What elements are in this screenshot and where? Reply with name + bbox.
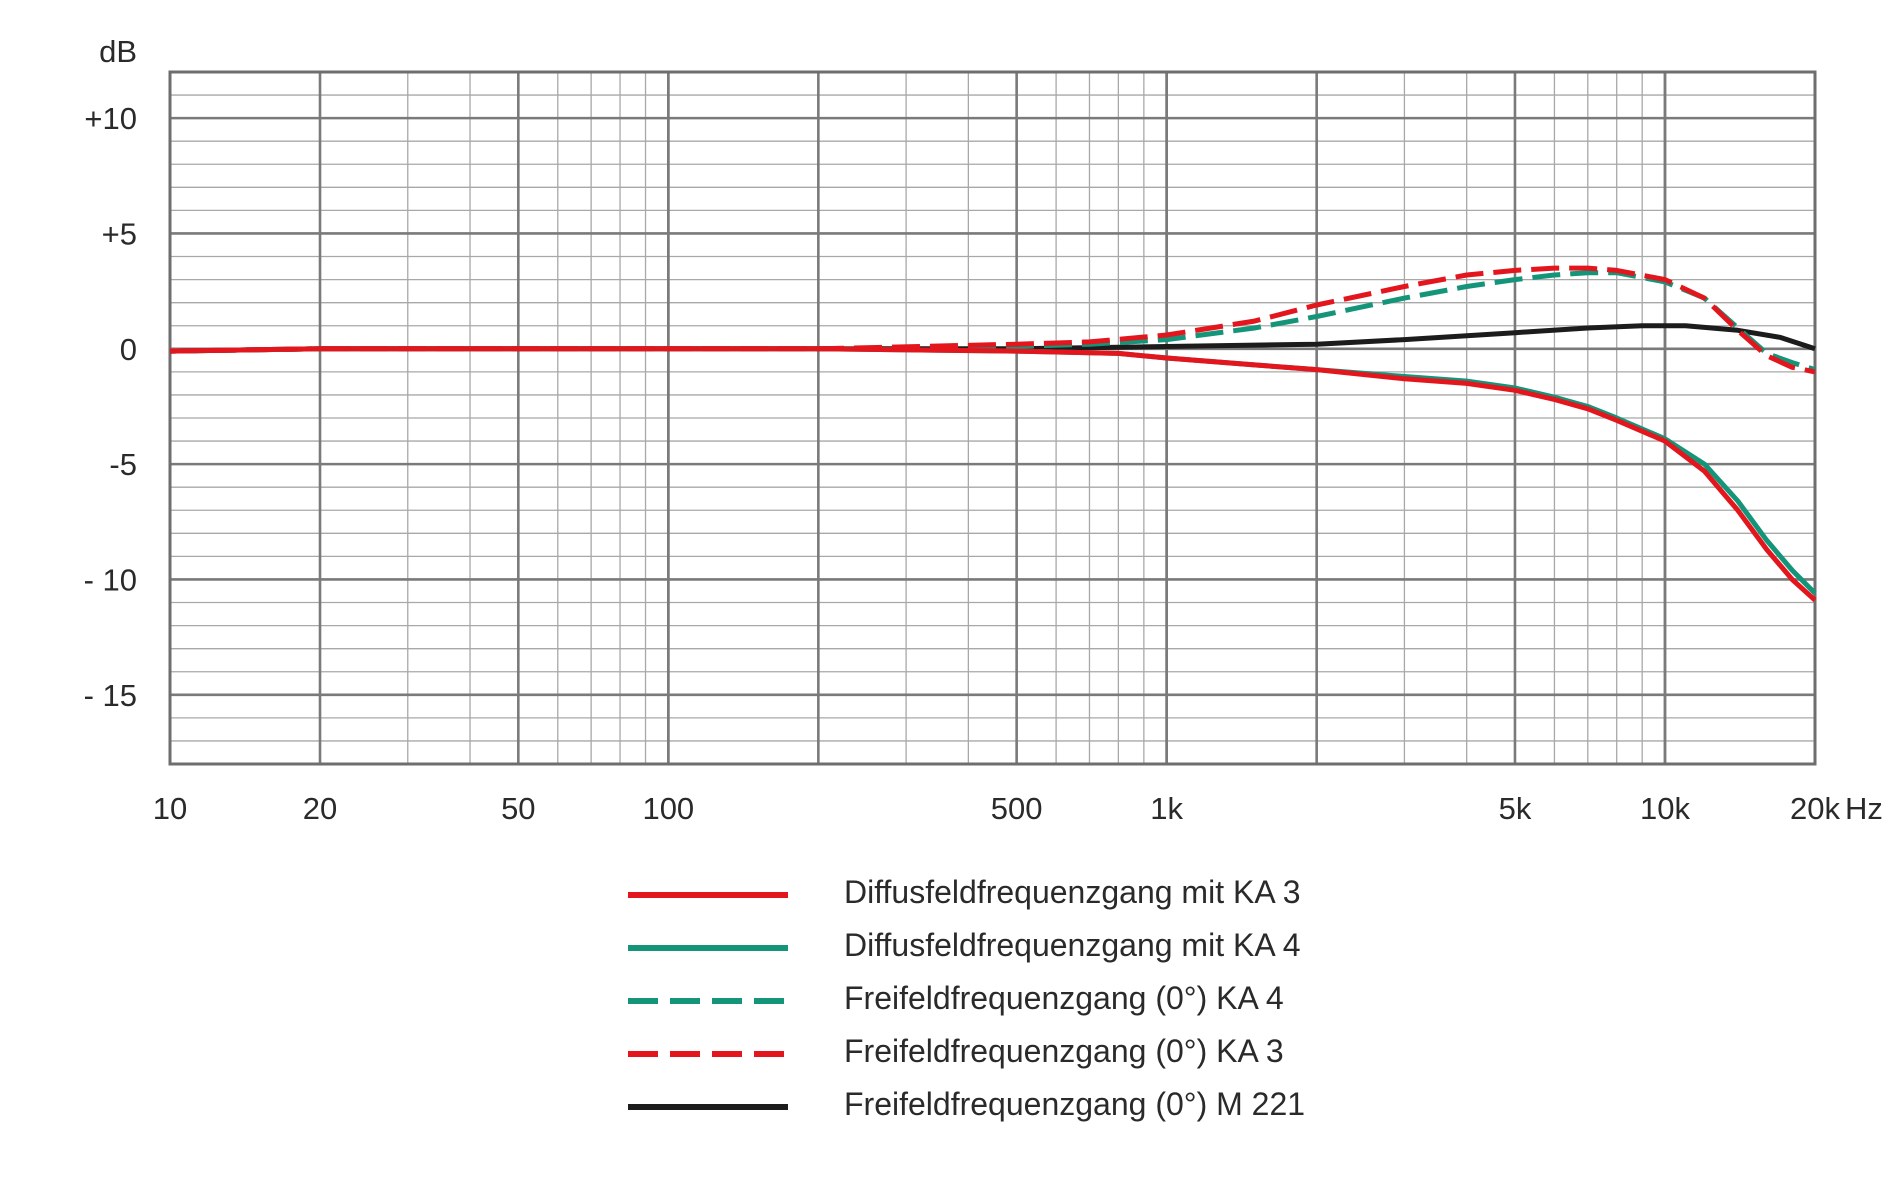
legend-label-diffus-ka4: Diffusfeldfrequenzgang mit KA 4 (844, 927, 1301, 963)
x-tick-label: 10 (153, 791, 187, 826)
x-axis-unit-label: Hz (1845, 791, 1883, 826)
series-line-2 (169, 270, 1816, 372)
x-tick-label: 50 (501, 791, 535, 826)
x-tick-label: 500 (991, 791, 1043, 826)
y-tick-labels: +10 +5 0 -5 - 10 - 15 (84, 101, 137, 713)
grid-minor (170, 71, 1815, 765)
plot-frame (168, 70, 1817, 766)
legend-label-frei-ka3: Freifeldfrequenzgang (0°) KA 3 (844, 1033, 1284, 1069)
legend-swatch-diffus-ka4 (628, 945, 788, 951)
legend-swatch-frei-ka3 (628, 1051, 788, 1057)
legend-swatch-diffus-ka3 (628, 892, 788, 898)
x-tick-label: 1k (1150, 791, 1183, 826)
legend-swatch-frei-m221 (628, 1104, 788, 1110)
legend-swatch-frei-ka4 (628, 998, 788, 1004)
y-tick-label: 0 (120, 332, 137, 367)
legend-label-frei-ka4: Freifeldfrequenzgang (0°) KA 4 (844, 980, 1284, 1016)
series-line-3 (169, 265, 1816, 375)
x-tick-label: 5k (1499, 791, 1532, 826)
legend-label-frei-m221: Freifeldfrequenzgang (0°) M 221 (844, 1086, 1306, 1122)
y-tick-label: - 15 (84, 678, 137, 713)
x-tick-labels: 10 20 50 100 500 1k 5k 10k 20k (153, 791, 1841, 826)
x-tick-label: 100 (642, 791, 694, 826)
series-line-0 (169, 346, 1817, 603)
y-axis-unit-label: dB (99, 34, 137, 69)
y-tick-label: +10 (84, 101, 137, 136)
legend-label-diffus-ka3: Diffusfeldfrequenzgang mit KA 3 (844, 874, 1301, 910)
y-tick-label: -5 (109, 447, 137, 482)
series-layer (169, 265, 1817, 603)
x-tick-label: 20k (1790, 791, 1840, 826)
y-tick-label: - 10 (84, 562, 137, 597)
x-tick-label: 20 (303, 791, 337, 826)
y-tick-label: +5 (102, 216, 137, 251)
x-tick-label: 10k (1640, 791, 1690, 826)
